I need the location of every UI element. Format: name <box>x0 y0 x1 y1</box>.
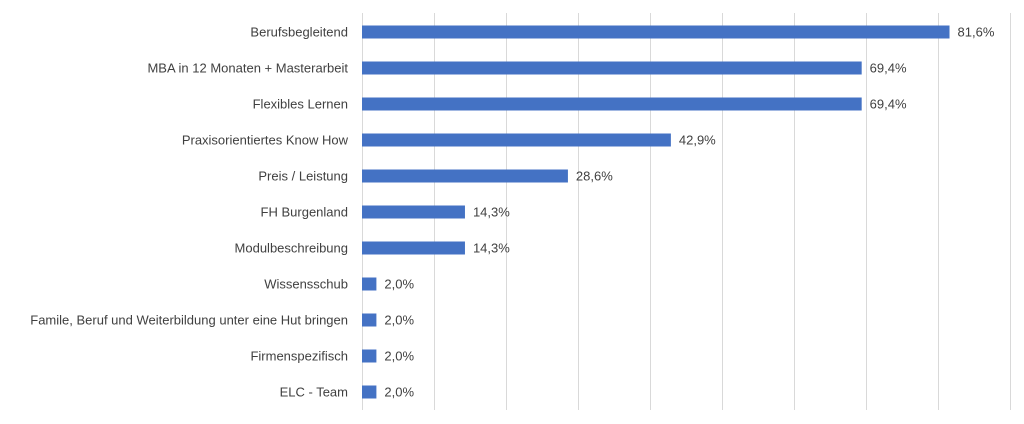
bar <box>362 25 950 39</box>
value-labels: 81,6% 69,4% 69,4% 42,9% 28,6% 14,3% 14,3% 2,0% 2… <box>384 25 994 400</box>
category-label: Firmenspezifisch <box>250 349 348 364</box>
bar <box>362 313 377 327</box>
gridlines <box>362 13 1011 410</box>
data-label: 14,3% <box>473 205 510 220</box>
data-label: 2,0% <box>384 313 414 328</box>
bar <box>362 349 377 363</box>
data-label: 2,0% <box>384 277 414 292</box>
category-label: Berufsbegleitend <box>250 25 348 40</box>
bar <box>362 97 862 111</box>
bar <box>362 133 671 147</box>
category-label: ELC - Team <box>280 385 348 400</box>
bar <box>362 277 377 291</box>
category-label: Praxisorientiertes Know How <box>182 133 349 148</box>
category-label: FH Burgenland <box>261 205 348 220</box>
data-label: 28,6% <box>576 169 613 184</box>
category-label: Preis / Leistung <box>258 169 348 184</box>
data-label: 69,4% <box>870 61 907 76</box>
bar <box>362 205 465 219</box>
category-label: Flexibles Lernen <box>253 97 348 112</box>
category-label: MBA in 12 Monaten + Masterarbeit <box>147 61 348 76</box>
category-label: Famile, Beruf und Weiterbildung unter ei… <box>30 313 348 328</box>
data-label: 14,3% <box>473 241 510 256</box>
bar <box>362 61 862 75</box>
data-label: 2,0% <box>384 349 414 364</box>
bar <box>362 169 568 183</box>
category-label: Modulbeschreibung <box>235 241 348 256</box>
category-label: Wissensschub <box>264 277 348 292</box>
data-label: 42,9% <box>679 133 716 148</box>
bar <box>362 385 377 399</box>
data-label: 2,0% <box>384 385 414 400</box>
bar <box>362 241 465 255</box>
data-label: 81,6% <box>958 25 995 40</box>
bar-series <box>362 25 950 399</box>
data-label: 69,4% <box>870 97 907 112</box>
category-labels: Berufsbegleitend MBA in 12 Monaten + Mast… <box>30 25 348 400</box>
